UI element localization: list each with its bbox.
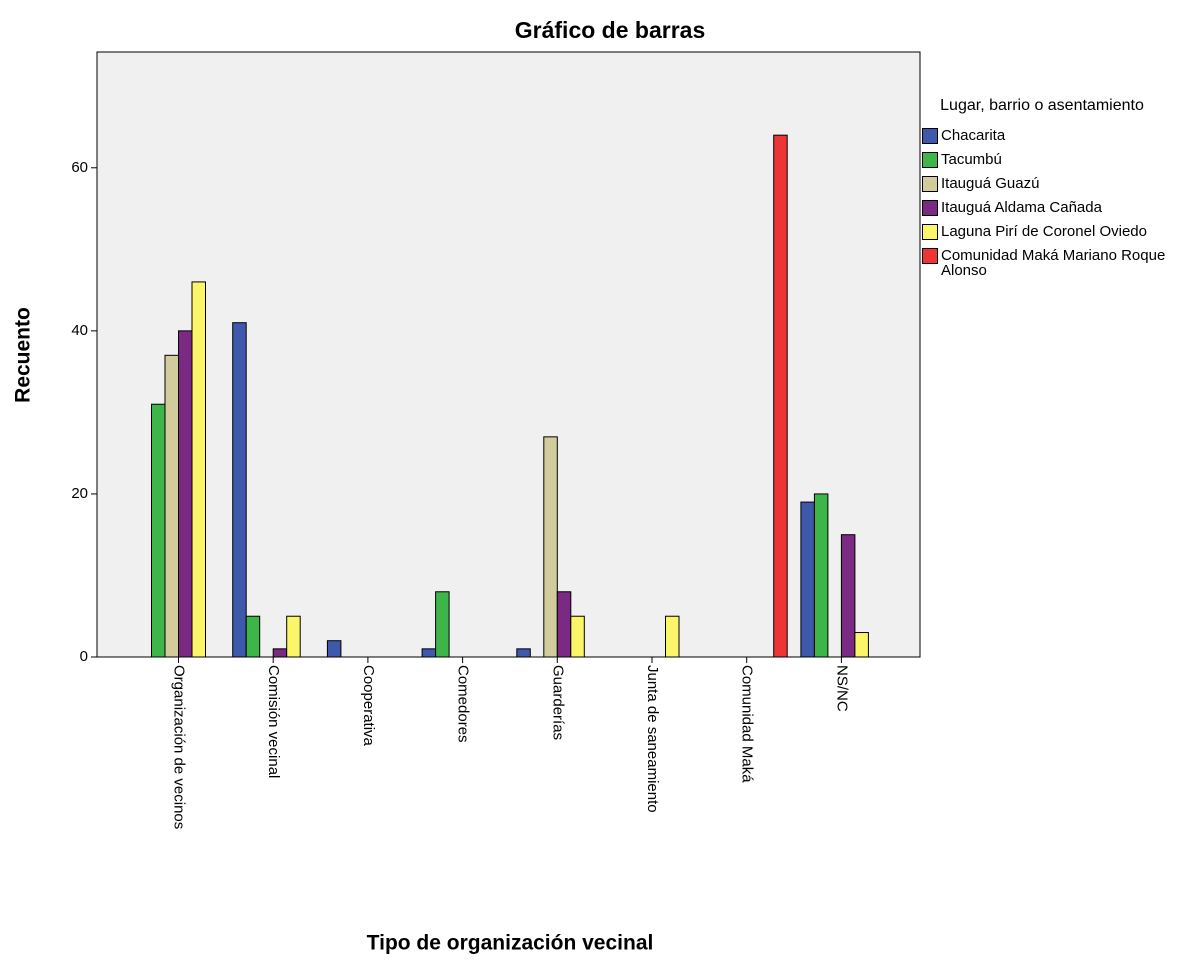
bar: [286, 615, 301, 658]
x-tick-label: Comunidad Maká: [739, 665, 756, 783]
legend-label: Laguna Pirí de Coronel Oviedo: [941, 223, 1147, 240]
legend-item: Tacumbú: [922, 152, 1190, 168]
legend-label: Tacumbú: [941, 151, 1002, 168]
bar: [840, 534, 856, 658]
x-tick-label: Cooperativa: [360, 665, 377, 747]
legend-item: Chacarita: [922, 128, 1190, 144]
x-tick-label: Junta de saneamiento: [644, 665, 661, 813]
y-axis-title: Recuento: [12, 307, 35, 403]
legend: Lugar, barrio o asentamiento Chacarita Ta…: [922, 96, 1190, 286]
legend-swatch: [922, 248, 938, 264]
legend-label: Chacarita: [941, 127, 1006, 144]
bar: [421, 648, 437, 658]
legend-label: Itauguá Aldama Cañada: [941, 199, 1102, 216]
y-tick-label: 0: [80, 648, 88, 665]
legend-label: Itauguá Guazú: [941, 175, 1040, 192]
legend-swatch: [922, 128, 938, 144]
x-tick-label: Comedores: [455, 665, 472, 743]
bar: [773, 134, 788, 658]
plot-area: [96, 51, 921, 658]
bar: [191, 281, 206, 658]
y-tick-label: 20: [71, 485, 88, 502]
x-axis-title: Tipo de organización vecinal: [367, 932, 654, 955]
legend-item: Laguna Pirí de Coronel Oviedo: [922, 224, 1190, 240]
legend-swatch: [922, 200, 938, 216]
bar: [326, 640, 342, 658]
chart-title: Gráfico de barras: [515, 17, 705, 43]
bar: [665, 615, 680, 658]
x-tick-label: Guarderías: [549, 665, 566, 740]
legend-title: Lugar, barrio o asentamiento: [940, 97, 1144, 114]
legend-item: Itauguá Guazú: [922, 176, 1190, 192]
legend-swatch: [922, 176, 938, 192]
bar: [164, 354, 179, 658]
bar: [543, 436, 558, 658]
bar: [556, 591, 572, 658]
bar: [854, 632, 869, 658]
bar: [245, 615, 261, 658]
legend-item: Comunidad Maká Mariano Roque Alonso: [922, 248, 1190, 278]
legend-label: Comunidad Maká Mariano Roque Alonso: [941, 247, 1166, 279]
y-tick-label: 60: [71, 159, 88, 176]
bar: [272, 648, 288, 658]
bar: [813, 493, 829, 658]
bar: [516, 648, 531, 658]
x-tick-label: Comisión vecinal: [265, 665, 282, 778]
bar: [570, 615, 585, 658]
y-tick-label: 40: [71, 322, 88, 339]
x-tick-label: NS/NC: [833, 665, 850, 712]
bar: [151, 403, 166, 658]
legend-swatch: [922, 152, 938, 168]
bar: [435, 591, 450, 658]
bar: [800, 501, 815, 658]
legend-swatch: [922, 224, 938, 240]
bar: [232, 322, 247, 658]
x-tick-label: Organización de vecinos: [171, 665, 188, 829]
legend-item: Itauguá Aldama Cañada: [922, 200, 1190, 216]
bar: [178, 330, 193, 658]
